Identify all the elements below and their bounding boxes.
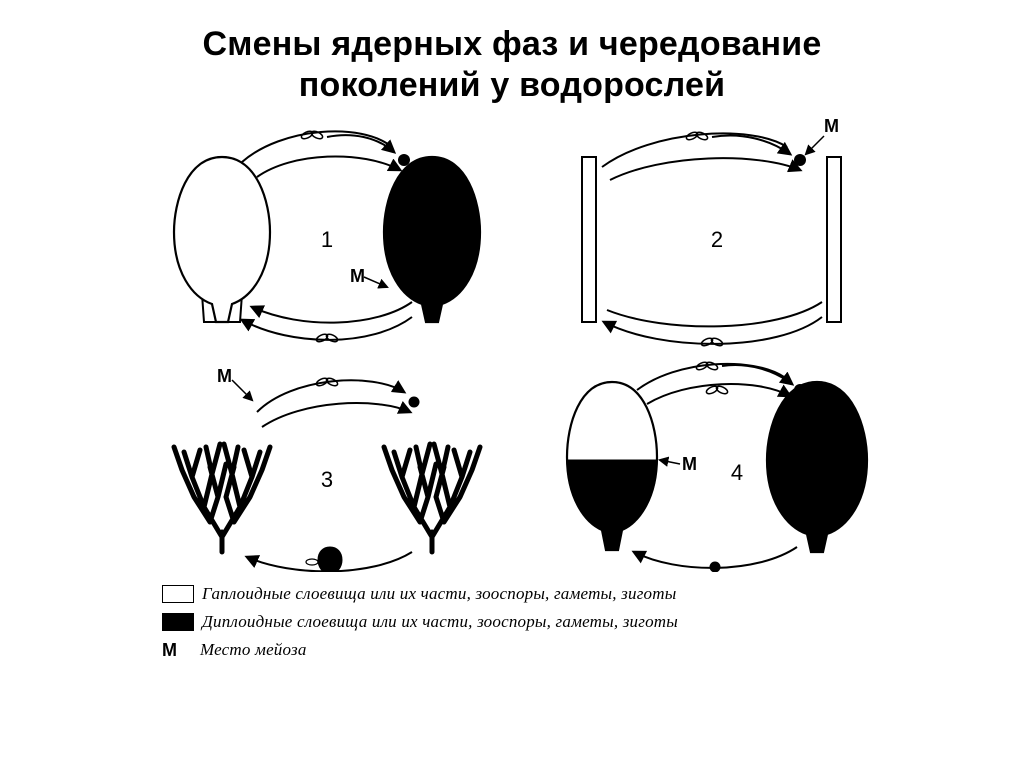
haploid-bar-icon [582, 157, 596, 322]
zygote-icon [794, 154, 806, 166]
meiosis-marker-3: М [217, 366, 252, 400]
diploid-thallus-icon [767, 382, 867, 552]
page: Смены ядерных фаз и чередование поколени… [0, 0, 1024, 767]
title-line-1: Смены ядерных фаз и чередование [202, 25, 821, 63]
haploid-swatch-icon [162, 585, 194, 603]
diagram-container: М 1 М [132, 112, 892, 661]
page-title: Смены ядерных фаз и чередование поколени… [60, 24, 964, 106]
lifecycle-diagram: М 1 М [132, 112, 892, 572]
legend-meiosis-text: Место мейоза [200, 640, 307, 660]
meiosis-label: М [350, 266, 365, 286]
meiosis-label: М [682, 454, 697, 474]
cycle-2: М 2 [582, 116, 841, 347]
cycle-3: М 3 [174, 366, 480, 572]
meiosis-label: М [824, 116, 839, 136]
cycle-number-2: 2 [711, 227, 723, 252]
legend-row-meiosis: М Место мейоза [162, 640, 892, 661]
diploid-branched-icon [174, 444, 270, 552]
mixed-thallus-icon [567, 382, 657, 550]
legend-M-symbol: М [162, 640, 192, 661]
legend-haploid-text: Гаплоидные слоевища или их части, зооспо… [202, 584, 676, 604]
diploid-branched-icon-2 [384, 444, 480, 552]
cycle-number-3: 3 [321, 467, 333, 492]
cycle-number-1: 1 [321, 227, 333, 252]
legend-row-haploid: Гаплоидные слоевища или их части, зооспо… [162, 584, 892, 604]
legend-row-diploid: Диплоидные слоевища или их части, зооспо… [162, 612, 892, 632]
legend-diploid-text: Диплоидные слоевища или их части, зооспо… [202, 612, 678, 632]
cycle-number-4: 4 [731, 460, 743, 485]
diploid-swatch-icon [162, 613, 194, 631]
title-line-2: поколений у водорослей [299, 66, 725, 104]
meiosis-marker-2: М [806, 116, 839, 154]
cycle-4: М 4 [567, 360, 867, 571]
meiosis-marker-4: М [660, 454, 697, 474]
haploid-bar-icon-2 [827, 157, 841, 322]
cycle-1: М 1 [174, 129, 480, 343]
meiosis-label: М [217, 366, 232, 386]
meiosis-marker-1: М [350, 266, 387, 287]
diploid-thallus-icon [384, 157, 480, 322]
legend: Гаплоидные слоевища или их части, зооспо… [162, 584, 892, 661]
